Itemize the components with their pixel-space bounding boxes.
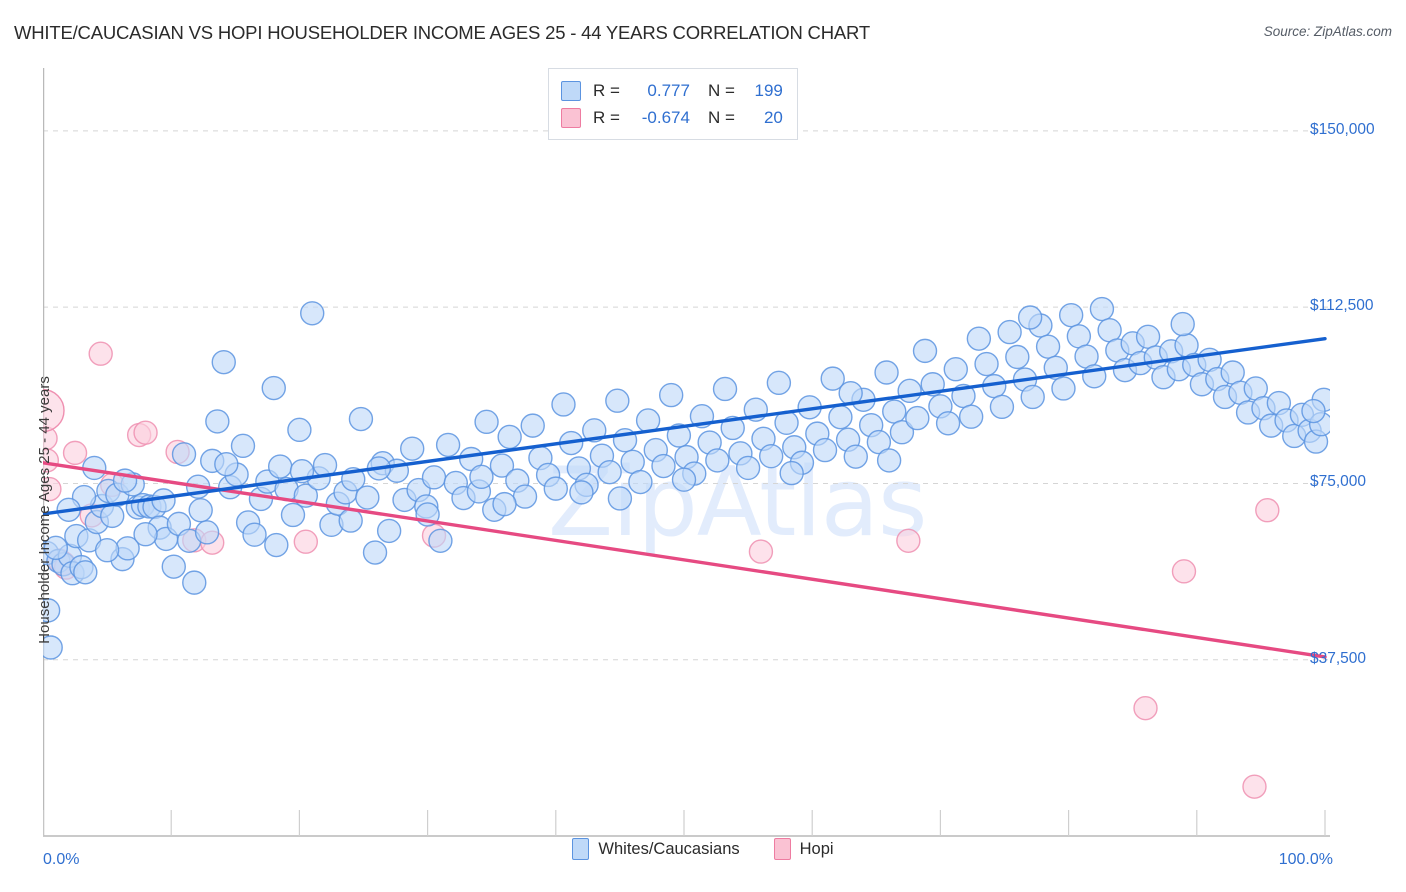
legend-row-whites: R = 0.777 N = 199: [561, 77, 783, 104]
y-tick-label: $150,000: [1310, 120, 1375, 138]
y-tick-label: $37,500: [1310, 649, 1367, 667]
n-label: N =: [707, 107, 735, 127]
pink-swatch-icon: [561, 107, 581, 128]
x-axis-min-label: 0.0%: [43, 851, 80, 868]
scatter-svg: [43, 68, 1330, 837]
x-axis-max-label: 100.0%: [1278, 851, 1333, 868]
pink-n-value: 20: [763, 107, 783, 127]
blue-swatch-icon: [561, 80, 581, 101]
r-label: R =: [593, 80, 620, 100]
legend-label-whites: Whites/Caucasians: [598, 839, 740, 858]
legend-row-hopi: R = -0.674 N = 20: [561, 104, 783, 131]
series-legend: Whites/Caucasians Hopi: [0, 838, 1406, 860]
blue-r-value: 0.777: [647, 80, 690, 100]
blue-n-value: 199: [754, 80, 783, 100]
y-tick-label: $112,500: [1310, 297, 1374, 315]
r-label: R =: [593, 107, 620, 127]
legend-item-hopi[interactable]: Hopi: [773, 838, 834, 860]
legend-item-whites[interactable]: Whites/Caucasians: [572, 838, 740, 860]
plot-area: ZipAtlas Householder Income Ages 25 - 44…: [36, 68, 1375, 868]
correlation-legend: R = 0.777 N = 199 R = -0.674 N = 20: [548, 68, 798, 140]
n-label: N =: [707, 80, 735, 100]
legend-label-hopi: Hopi: [799, 839, 834, 858]
page-title: WHITE/CAUCASIAN VS HOPI HOUSEHOLDER INCO…: [14, 22, 870, 43]
y-tick-label: $75,000: [1310, 473, 1367, 491]
source-attribution: Source: ZipAtlas.com: [1263, 24, 1392, 39]
pink-swatch-icon: [773, 838, 791, 860]
blue-swatch-icon: [572, 838, 590, 860]
pink-r-value: -0.674: [641, 107, 690, 127]
y-axis-title: Householder Income Ages 25 - 44 years: [36, 376, 53, 644]
